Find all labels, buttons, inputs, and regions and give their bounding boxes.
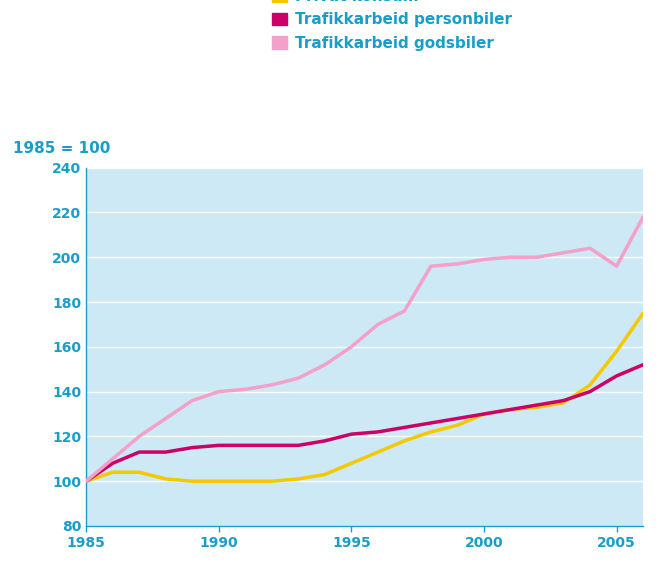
Text: 1985 = 100: 1985 = 100 (13, 141, 111, 156)
Legend: Privat konsum, Trafikkarbeid personbiler, Trafikkarbeid godsbiler: Privat konsum, Trafikkarbeid personbiler… (272, 0, 512, 51)
